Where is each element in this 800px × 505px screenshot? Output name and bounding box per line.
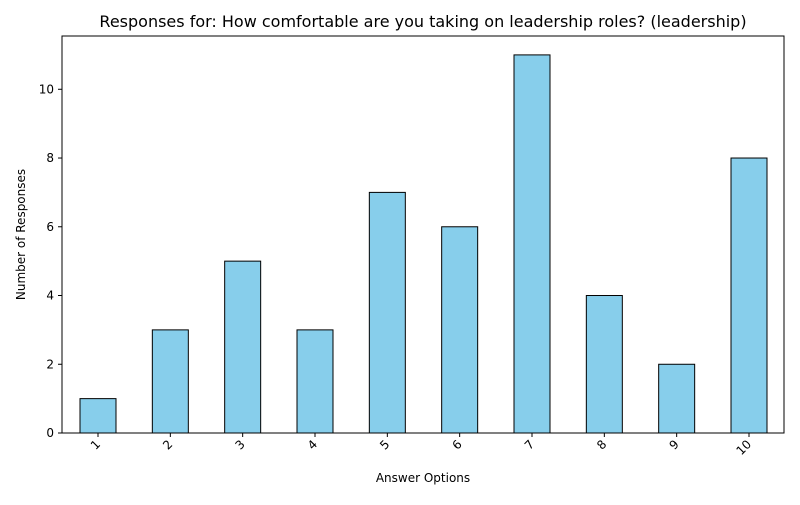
y-tick-label: 2 xyxy=(46,357,54,371)
y-tick-label: 4 xyxy=(46,289,54,303)
bar-4 xyxy=(296,329,334,434)
plot-frame xyxy=(61,35,785,434)
x-tick-label: 3 xyxy=(232,437,247,452)
bar-6 xyxy=(441,226,479,434)
x-tick-label: 10 xyxy=(733,437,754,458)
x-tick-label: 9 xyxy=(666,437,681,452)
bar-10 xyxy=(730,157,768,434)
y-axis-label: Number of Responses xyxy=(14,169,28,300)
x-axis-label: Answer Options xyxy=(376,471,470,485)
bar-2 xyxy=(151,329,189,434)
x-tick-label: 4 xyxy=(305,437,320,452)
bar-3 xyxy=(224,260,262,434)
y-tick-label: 8 xyxy=(46,151,54,165)
bar-7 xyxy=(513,54,551,434)
bar-5 xyxy=(368,191,406,434)
x-tick-label: 5 xyxy=(377,437,392,452)
x-tick-label: 8 xyxy=(594,437,609,452)
x-tick-label: 7 xyxy=(522,437,537,452)
y-axis: 0 2 4 6 8 10 xyxy=(39,82,62,440)
chart-title: Responses for: How comfortable are you t… xyxy=(99,12,746,31)
bar-9 xyxy=(658,363,696,434)
bar-1 xyxy=(79,398,117,434)
x-tick-label: 6 xyxy=(449,437,464,452)
bar-8 xyxy=(585,295,623,434)
bars-group xyxy=(79,54,768,434)
x-axis: 1 2 3 4 5 6 7 8 9 10 xyxy=(88,433,754,458)
y-tick-label: 6 xyxy=(46,220,54,234)
y-tick-label: 0 xyxy=(46,426,54,440)
y-tick-label: 10 xyxy=(39,82,54,96)
x-tick-label: 1 xyxy=(88,437,103,452)
x-tick-label: 2 xyxy=(160,437,175,452)
